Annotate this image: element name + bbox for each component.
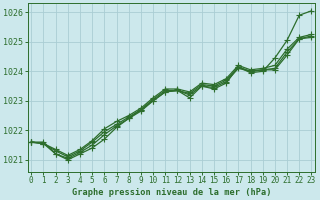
X-axis label: Graphe pression niveau de la mer (hPa): Graphe pression niveau de la mer (hPa) [72, 188, 271, 197]
